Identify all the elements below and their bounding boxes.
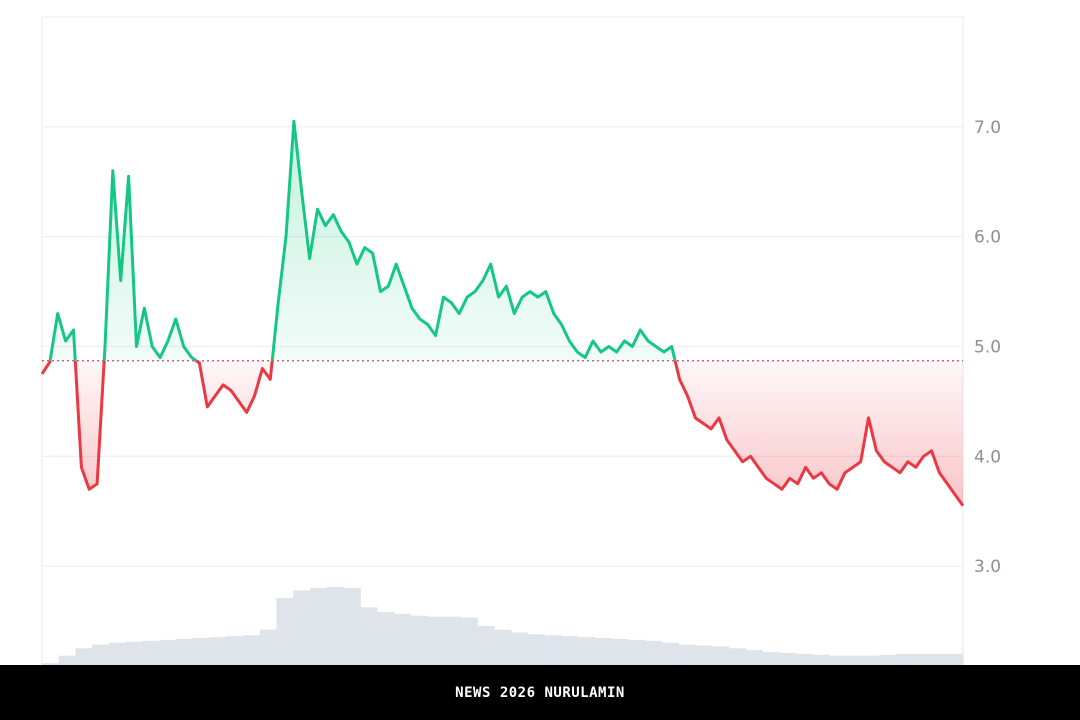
volume-bars [42,586,964,665]
volume-bar [879,654,897,665]
y-tick-label: 3.0 [974,557,1001,577]
volume-bar [175,638,194,665]
volume-bar [376,611,395,665]
volume-bar [393,613,411,665]
volume-bar [711,646,730,665]
volume-bar [778,652,797,665]
volume-bar [326,586,345,665]
plot-frame [41,16,964,665]
volume-bar [812,654,830,665]
volume-bar [577,637,596,665]
volume-bar [862,655,880,665]
y-tick-label: 4.0 [974,447,1001,467]
volume-bar [477,625,495,665]
volume-bar [544,635,562,665]
grid-lines [42,126,963,567]
footer-watermark-text: NEWS 2026 NURULAMIN [455,684,625,701]
volume-bar [695,645,713,665]
y-tick-label: 7.0 [974,118,1001,138]
volume-bar [142,640,160,665]
volume-bar [845,655,864,665]
volume-bar [661,642,679,665]
volume-bar [946,653,964,665]
volume-bar [745,650,763,665]
volume-bar [929,653,947,665]
price-line [40,119,965,507]
y-tick-label: 6.0 [974,228,1001,248]
price-chart: 7.0 6.0 5.0 4.0 3.0 [40,16,1001,665]
volume-bar [192,638,211,665]
volume-bar [159,639,177,665]
volume-bar [209,637,227,665]
volume-bar [58,655,77,665]
volume-bar [829,655,847,665]
volume-bar [242,635,261,665]
volume-bar [226,636,244,665]
volume-bar [460,617,478,665]
volume-bar [762,651,780,665]
down-price-line [40,360,965,507]
volume-bar [561,636,579,665]
volume-bar [527,634,545,665]
volume-bar [728,648,746,665]
volume-bar [343,587,361,665]
price-area [42,121,963,506]
volume-bar [510,632,529,665]
volume-bar [896,653,914,665]
volume-bar [644,640,663,665]
up-area-fill [50,121,676,361]
volume-bar [276,598,294,665]
y-axis-ticks: 7.0 6.0 5.0 4.0 3.0 [974,118,1001,577]
volume-bar [259,629,278,665]
y-tick-label: 5.0 [974,337,1001,357]
volume-bar [494,629,512,665]
volume-bar [410,615,428,665]
footer-bar: NEWS 2026 NURULAMIN [0,665,1080,720]
volume-bar [443,616,462,665]
volume-bar [293,590,311,665]
plot-border [41,16,964,665]
volume-bar [125,641,144,665]
volume-bar [108,642,127,665]
down-area-fill [42,360,963,506]
volume-bar [360,607,378,665]
volume-bar [678,644,696,665]
volume-bar [42,663,60,665]
volume-bar [309,587,328,665]
up-price-line [48,119,677,361]
volume-bar [611,638,629,665]
volume-bar [92,644,110,665]
volume-bar [912,653,931,665]
volume-bar [795,653,813,665]
volume-bar [628,639,646,665]
volume-bar [427,616,445,665]
volume-bar [594,638,612,665]
volume-bar [75,648,93,665]
